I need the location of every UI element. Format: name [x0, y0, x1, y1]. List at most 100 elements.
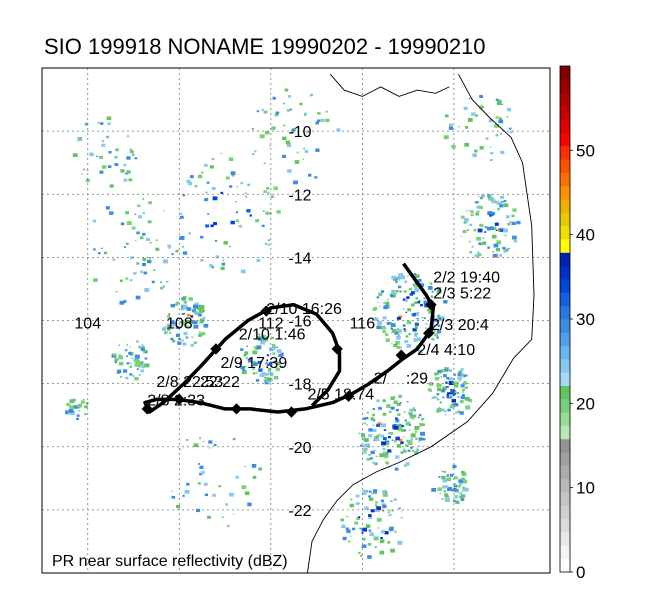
- rain-pixel: [481, 194, 485, 198]
- rain-pixel: [414, 288, 420, 293]
- rain-pixel: [401, 452, 404, 455]
- rain-pixel: [125, 242, 129, 245]
- rain-pixel: [388, 410, 392, 413]
- rain-pixel: [229, 492, 234, 497]
- rain-pixel: [455, 500, 459, 504]
- rain-pixel: [395, 408, 399, 412]
- rain-pixel: [433, 318, 438, 322]
- rain-pixel: [264, 376, 266, 379]
- rain-pixel: [244, 491, 250, 496]
- track-time-label: :29: [406, 371, 428, 388]
- rain-pixel: [315, 148, 320, 152]
- colorbar-swatch: [560, 332, 570, 347]
- rain-pixel: [452, 464, 457, 469]
- rain-pixel: [393, 400, 398, 404]
- rain-pixel: [430, 283, 433, 285]
- rain-pixel: [252, 372, 256, 375]
- rain-pixel: [252, 475, 257, 479]
- rain-pixel: [460, 368, 464, 371]
- rain-pixel: [448, 394, 453, 398]
- rain-pixel: [414, 326, 418, 329]
- rain-pixel: [421, 417, 425, 421]
- rain-pixel: [230, 171, 236, 175]
- rain-pixel: [442, 396, 445, 399]
- rain-pixel: [186, 439, 189, 441]
- rain-pixel: [126, 362, 130, 365]
- rain-pixel: [408, 287, 413, 291]
- rain-pixel: [376, 506, 382, 511]
- rain-pixel: [499, 228, 505, 232]
- rain-pixel: [252, 368, 255, 371]
- track-marker: [210, 343, 222, 355]
- rain-pixel: [350, 535, 352, 537]
- rain-pixel: [386, 301, 389, 304]
- rain-pixel: [384, 327, 387, 329]
- rain-pixel: [442, 479, 447, 483]
- rain-pixel: [391, 293, 396, 298]
- rain-pixel: [458, 479, 463, 484]
- rain-pixel: [204, 163, 208, 167]
- rain-pixel: [446, 474, 449, 477]
- rain-pixel: [186, 325, 190, 329]
- rain-pixel: [134, 239, 137, 241]
- rain-pixel: [259, 134, 265, 139]
- rain-pixel: [144, 357, 148, 360]
- rain-pixel: [137, 204, 141, 208]
- rain-pixel: [398, 334, 400, 336]
- rain-pixel: [151, 280, 155, 284]
- rain-pixel: [366, 411, 369, 414]
- latitude-label: -14: [288, 250, 311, 267]
- rain-pixel: [475, 201, 479, 204]
- rain-pixel: [133, 272, 137, 275]
- rain-pixel: [414, 451, 419, 455]
- rain-pixel: [376, 435, 380, 438]
- rain-pixel: [258, 467, 262, 471]
- rain-pixel: [274, 113, 279, 117]
- colorbar-swatch: [560, 532, 570, 546]
- rain-pixel: [255, 379, 260, 382]
- rain-pixel: [261, 334, 266, 339]
- rain-pixel: [170, 320, 175, 324]
- rain-pixel: [404, 419, 407, 422]
- rain-pixel: [445, 381, 448, 384]
- colorbar-swatch: [560, 505, 570, 520]
- rain-pixel: [369, 532, 375, 537]
- rain-pixel: [376, 399, 380, 403]
- rain-pixel: [482, 106, 485, 108]
- rain-pixel: [498, 119, 504, 124]
- rain-pixel: [129, 362, 132, 365]
- colorbar-swatch: [560, 358, 570, 373]
- rain-pixel: [267, 367, 271, 371]
- rain-pixel: [114, 361, 117, 364]
- rain-pixel: [503, 200, 507, 203]
- rain-pixel: [197, 482, 201, 485]
- rain-pixel: [315, 121, 319, 125]
- rain-pixel: [480, 104, 483, 107]
- rain-pixel: [404, 340, 409, 344]
- rain-pixel: [101, 165, 107, 169]
- rain-pixel: [270, 195, 274, 198]
- rain-pixel: [266, 380, 271, 384]
- rain-pixel: [275, 367, 280, 372]
- rain-pixel: [193, 324, 199, 329]
- rain-pixel: [458, 380, 461, 382]
- colorbar-swatch: [560, 79, 570, 94]
- rain-pixel: [418, 300, 421, 302]
- rain-pixel: [140, 347, 145, 351]
- rain-pixel: [487, 246, 490, 249]
- rain-pixel: [134, 354, 140, 359]
- rain-pixel: [229, 185, 233, 188]
- rain-pixel: [107, 122, 111, 125]
- rain-pixel: [479, 146, 484, 150]
- rain-pixel: [468, 240, 471, 243]
- rain-pixel: [414, 301, 418, 304]
- rain-pixel: [388, 466, 391, 468]
- rain-pixel: [502, 246, 506, 250]
- rain-pixel: [153, 269, 156, 271]
- rain-pixel: [414, 274, 420, 278]
- rain-pixel: [253, 362, 258, 366]
- rain-pixel: [125, 376, 129, 380]
- rain-pixel: [282, 136, 287, 141]
- rain-pixel: [380, 499, 385, 503]
- rain-pixel: [446, 376, 450, 380]
